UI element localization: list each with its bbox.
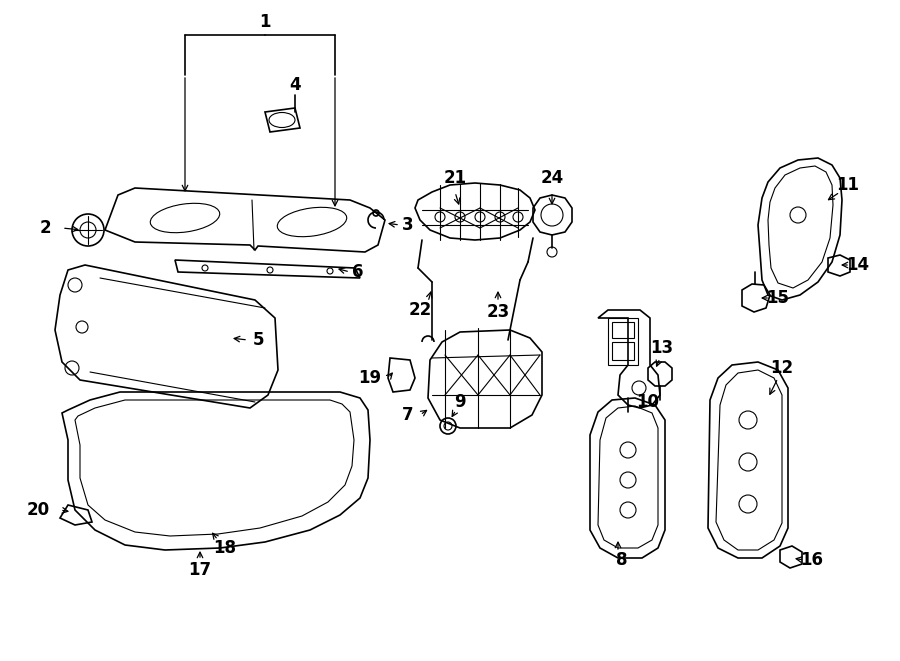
Text: 16: 16 [800, 551, 824, 569]
Text: 13: 13 [651, 339, 673, 357]
Text: 1: 1 [259, 13, 271, 31]
Text: 22: 22 [409, 301, 432, 319]
Text: 2: 2 [40, 219, 50, 237]
Text: 18: 18 [213, 539, 237, 557]
Text: 14: 14 [846, 256, 869, 274]
Text: 11: 11 [836, 176, 860, 194]
Text: 4: 4 [289, 76, 301, 94]
Text: 20: 20 [26, 501, 50, 519]
Text: 8: 8 [616, 551, 628, 569]
Text: 12: 12 [770, 359, 794, 377]
Text: 15: 15 [767, 289, 789, 307]
Text: 10: 10 [636, 393, 660, 411]
Text: 7: 7 [402, 406, 414, 424]
Text: 23: 23 [486, 303, 509, 321]
Text: 21: 21 [444, 169, 466, 187]
Text: 5: 5 [252, 331, 264, 349]
Text: 24: 24 [540, 169, 563, 187]
Text: 17: 17 [188, 561, 212, 579]
Text: 3: 3 [402, 216, 414, 234]
Text: 6: 6 [352, 263, 364, 281]
Text: 9: 9 [454, 393, 466, 411]
Text: 19: 19 [358, 369, 382, 387]
